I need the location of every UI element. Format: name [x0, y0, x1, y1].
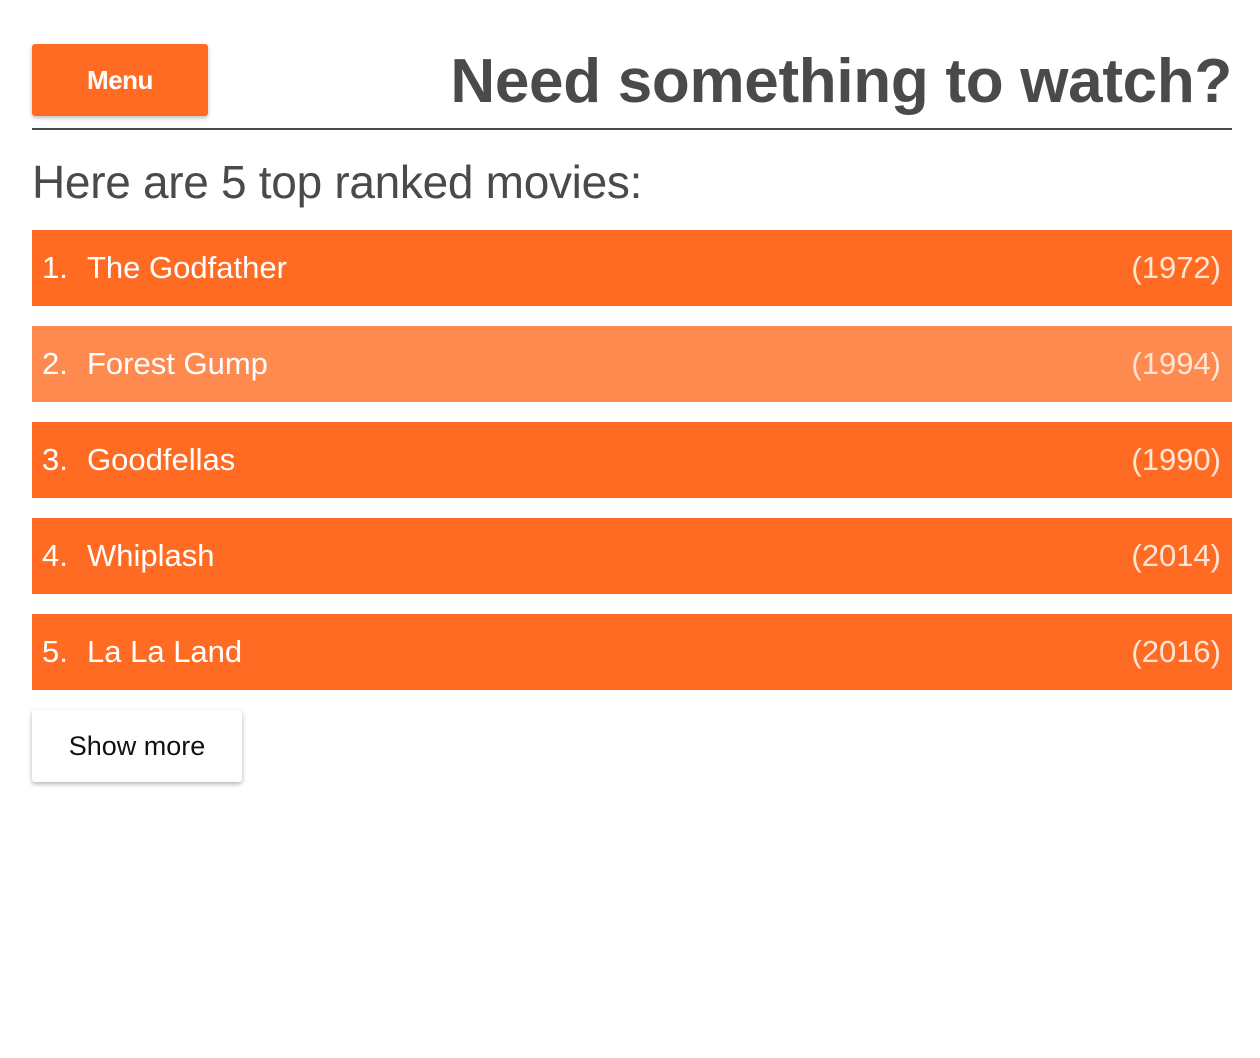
movie-year: (2014) — [1131, 538, 1221, 573]
movie-year: (1972) — [1131, 250, 1221, 285]
header: Menu Need something to watch? — [32, 0, 1232, 130]
movie-title: The Godfather — [87, 250, 287, 285]
movie-item-3[interactable]: 3. Goodfellas (1990) — [32, 422, 1232, 498]
movie-rank: 3. — [42, 442, 68, 477]
movie-item-5[interactable]: 5. La La Land (2016) — [32, 614, 1232, 690]
movie-item-4[interactable]: 4. Whiplash (2014) — [32, 518, 1232, 594]
movie-rank: 2. — [42, 346, 68, 381]
movie-year: (2016) — [1131, 634, 1221, 669]
menu-button[interactable]: Menu — [32, 44, 208, 116]
movie-year: (1990) — [1131, 442, 1221, 477]
movie-rank: 4. — [42, 538, 68, 573]
movie-list: 1. The Godfather (1972) 2. Forest Gump (… — [32, 230, 1232, 690]
movie-title: La La Land — [87, 634, 243, 669]
subtitle: Here are 5 top ranked movies: — [32, 156, 643, 208]
movie-title: Whiplash — [87, 538, 215, 573]
movie-title: Goodfellas — [87, 442, 236, 477]
movie-rank: 5. — [42, 634, 68, 669]
movie-title: Forest Gump — [87, 346, 268, 381]
page-title: Need something to watch? — [450, 47, 1232, 116]
movie-rank: 1. — [42, 250, 68, 285]
movie-item-2[interactable]: 2. Forest Gump (1994) — [32, 326, 1232, 402]
show-more-button[interactable]: Show more — [32, 710, 242, 782]
movie-item-1[interactable]: 1. The Godfather (1972) — [32, 230, 1232, 306]
movie-year: (1994) — [1131, 346, 1221, 381]
